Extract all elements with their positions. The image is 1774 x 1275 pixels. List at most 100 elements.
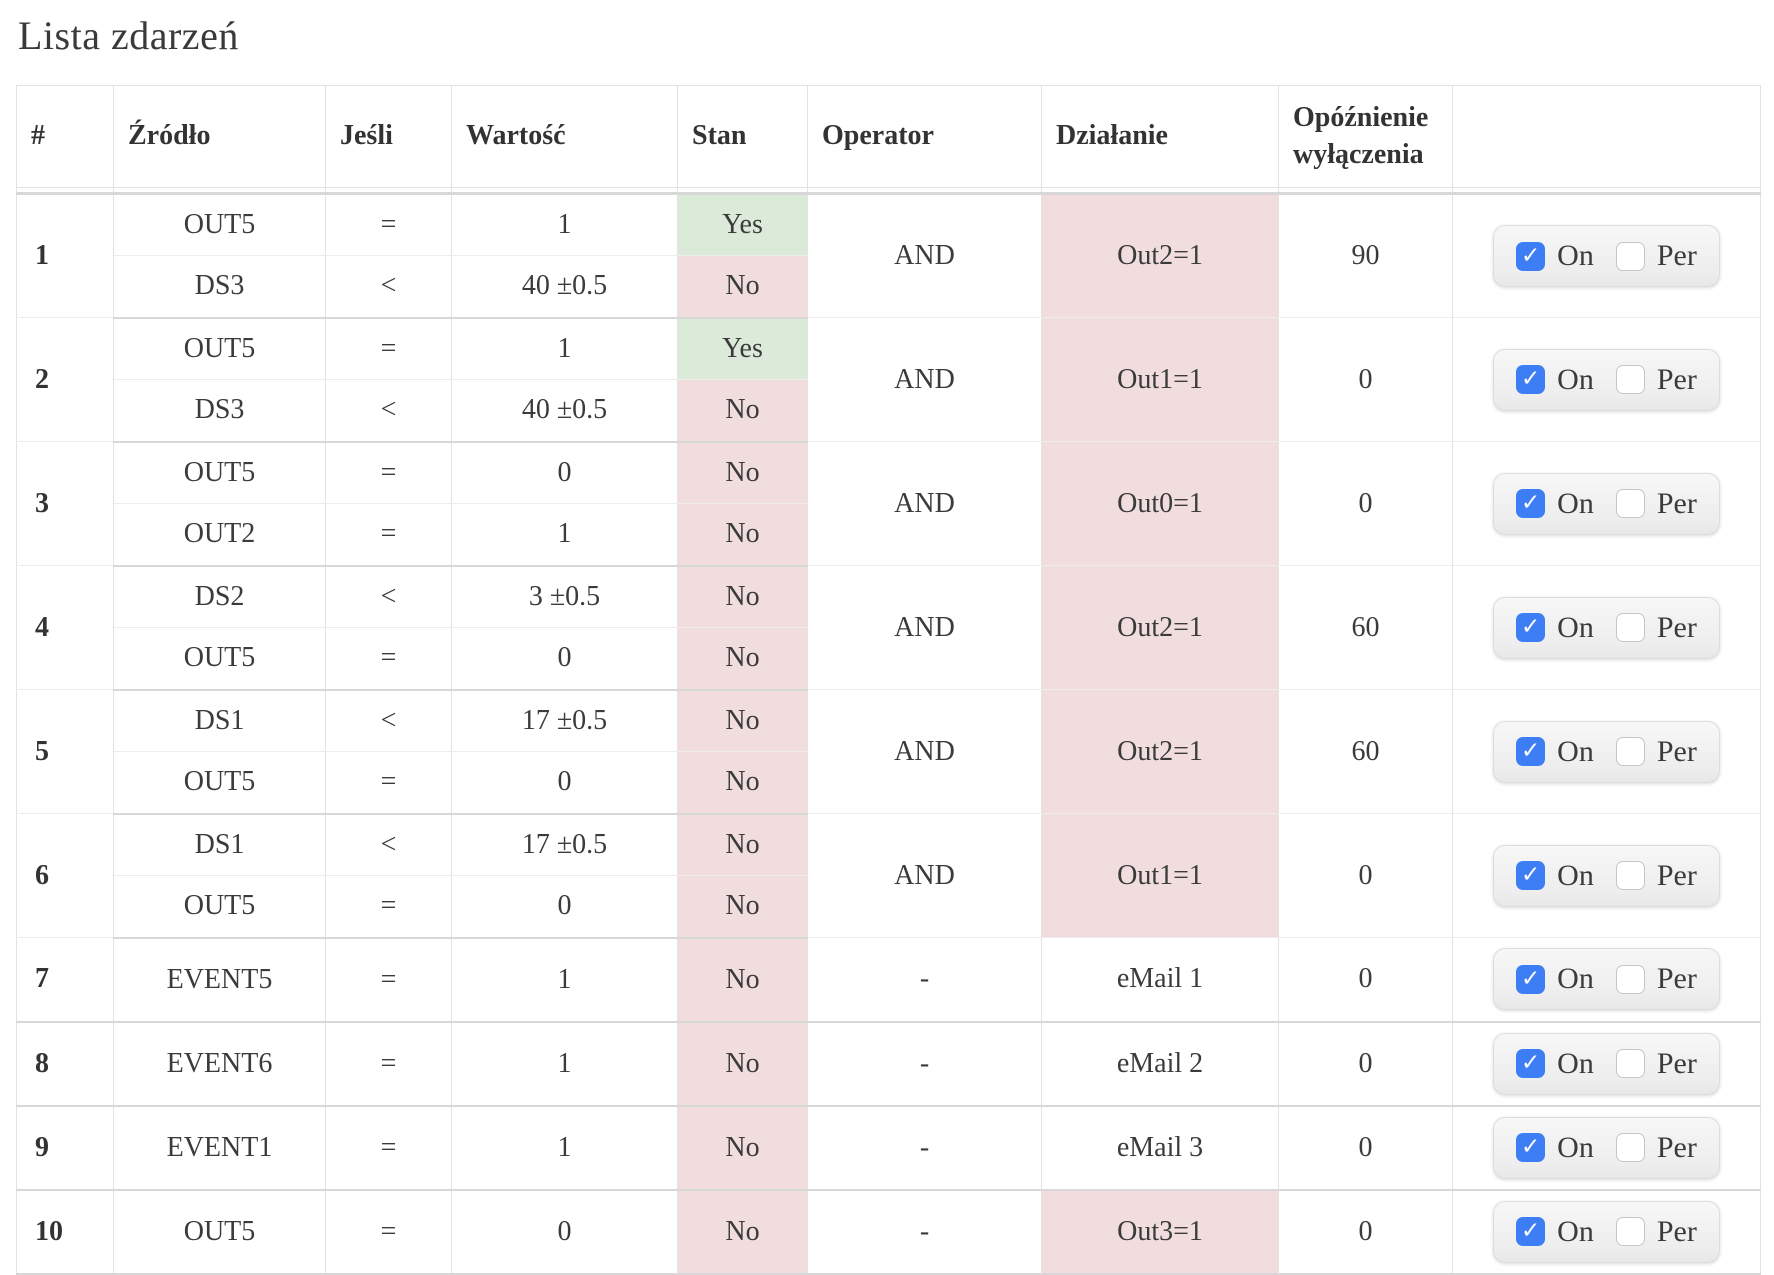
value-cell: 1 [451, 937, 678, 1023]
event-row: 5 DS1 <17 ±0.5 No AND Out2=1 60 On Per [16, 689, 1761, 814]
on-checkbox[interactable] [1516, 1133, 1546, 1162]
on-checkbox[interactable] [1516, 861, 1546, 890]
on-toggle[interactable]: On [1516, 1047, 1594, 1081]
source-cell: OUT5 [113, 875, 326, 939]
controls-cell: On Per [1452, 565, 1761, 690]
delay-cell: 0 [1278, 813, 1453, 938]
per-toggle[interactable]: Per [1615, 962, 1697, 996]
if-cell: < [325, 813, 452, 876]
action-cell: Out1=1 [1041, 813, 1279, 938]
row-number-cell: 10 [16, 1189, 114, 1275]
source-cell: DS2 [113, 565, 326, 628]
on-checkbox[interactable] [1516, 737, 1546, 766]
per-label: Per [1656, 239, 1697, 272]
per-checkbox[interactable] [1615, 489, 1645, 518]
header-row: # Źródło Jeśli Wartość Stan Operator Dzi… [16, 85, 1761, 188]
on-toggle[interactable]: On [1516, 859, 1594, 893]
delay-cell: 0 [1278, 1021, 1453, 1107]
per-label: Per [1656, 486, 1697, 520]
on-toggle[interactable]: On [1516, 239, 1594, 273]
delay-cell: 0 [1278, 317, 1453, 442]
on-toggle[interactable]: On [1516, 962, 1594, 996]
event-row: 4 DS2 <3 ±0.5 No AND Out2=1 60 On Per [16, 565, 1761, 690]
operator-cell: - [807, 1105, 1042, 1191]
on-checkbox[interactable] [1516, 1217, 1546, 1246]
if-cell: < [325, 255, 452, 319]
on-checkbox[interactable] [1516, 365, 1546, 394]
per-checkbox[interactable] [1615, 1049, 1645, 1078]
per-checkbox[interactable] [1615, 365, 1645, 394]
on-checkbox[interactable] [1516, 1049, 1546, 1078]
if-cell: < [325, 379, 452, 443]
value-cell: 1 [451, 503, 678, 567]
on-checkbox[interactable] [1516, 964, 1546, 994]
row-number-cell: 8 [16, 1021, 114, 1107]
source-cell: OUT5 [113, 751, 326, 815]
on-toggle[interactable]: On [1516, 735, 1594, 769]
per-checkbox[interactable] [1615, 613, 1645, 642]
per-toggle[interactable]: Per [1615, 1131, 1697, 1165]
if-cell: = [325, 1021, 452, 1107]
on-toggle[interactable]: On [1516, 611, 1594, 645]
delay-cell: 60 [1278, 565, 1453, 690]
on-toggle[interactable]: On [1516, 487, 1594, 521]
per-checkbox[interactable] [1615, 737, 1645, 766]
delay-cell: 0 [1278, 441, 1453, 566]
per-label: Per [1656, 1214, 1697, 1248]
on-label: On [1557, 962, 1594, 996]
row-number-cell: 7 [16, 937, 114, 1023]
state-cell: No [677, 813, 808, 876]
on-checkbox[interactable] [1516, 241, 1546, 271]
operator-cell: - [807, 937, 1042, 1023]
toggle-group: On Per [1493, 1032, 1720, 1095]
per-checkbox[interactable] [1615, 1133, 1645, 1162]
on-toggle[interactable]: On [1516, 363, 1594, 397]
if-cell: = [325, 193, 452, 256]
per-toggle[interactable]: Per [1615, 611, 1697, 645]
col-header-if: Jeśli [325, 85, 452, 188]
per-toggle[interactable]: Per [1615, 363, 1697, 397]
toggle-group: On Per [1493, 596, 1720, 659]
state-cell: No [677, 1021, 808, 1107]
per-toggle[interactable]: Per [1615, 1047, 1697, 1081]
on-label: On [1557, 858, 1594, 892]
source-cell: OUT5 [113, 317, 326, 380]
col-header-value: Wartość [451, 85, 678, 188]
event-row: OUT5 = 0 No [17, 875, 1761, 939]
on-toggle[interactable]: On [1516, 1215, 1594, 1249]
value-cell: 1 [451, 317, 678, 380]
header-spacer-row [16, 187, 1761, 195]
operator-cell: - [807, 1021, 1042, 1107]
operator-cell: AND [807, 317, 1042, 442]
per-toggle[interactable]: Per [1615, 859, 1697, 893]
controls-cell: On Per [1452, 441, 1761, 566]
operator-cell: AND [807, 689, 1042, 814]
toggle-group: On Per [1493, 348, 1720, 411]
per-checkbox[interactable] [1615, 861, 1645, 890]
if-cell: = [325, 627, 452, 691]
on-checkbox[interactable] [1516, 613, 1546, 642]
per-toggle[interactable]: Per [1615, 486, 1697, 521]
controls-cell: On Per [1452, 689, 1761, 814]
on-checkbox[interactable] [1516, 489, 1546, 518]
per-checkbox[interactable] [1615, 964, 1645, 994]
value-cell: 17 ±0.5 [451, 689, 678, 752]
col-header-action: Działanie [1041, 85, 1279, 188]
per-checkbox[interactable] [1615, 241, 1645, 271]
per-toggle[interactable]: Per [1615, 1214, 1697, 1249]
per-checkbox[interactable] [1615, 1217, 1645, 1246]
value-cell: 40 ±0.5 [451, 379, 678, 443]
value-cell: 1 [451, 1105, 678, 1191]
per-toggle[interactable]: Per [1615, 735, 1697, 769]
per-toggle[interactable]: Per [1615, 239, 1697, 273]
state-cell: No [677, 937, 808, 1023]
on-label: On [1557, 734, 1594, 768]
action-cell: Out2=1 [1041, 565, 1279, 690]
on-toggle[interactable]: On [1516, 1131, 1594, 1165]
if-cell: = [325, 503, 452, 567]
toggle-group: On Per [1493, 1116, 1720, 1179]
event-row: 3 OUT5 = 0 No AND Out0=1 0 On Per [16, 441, 1761, 566]
events-table-body: 1 OUT5 = 1 Yes AND Out2=1 90 On Per DS3 <40 ±0.5… [16, 187, 1761, 1275]
on-label: On [1557, 1046, 1594, 1080]
